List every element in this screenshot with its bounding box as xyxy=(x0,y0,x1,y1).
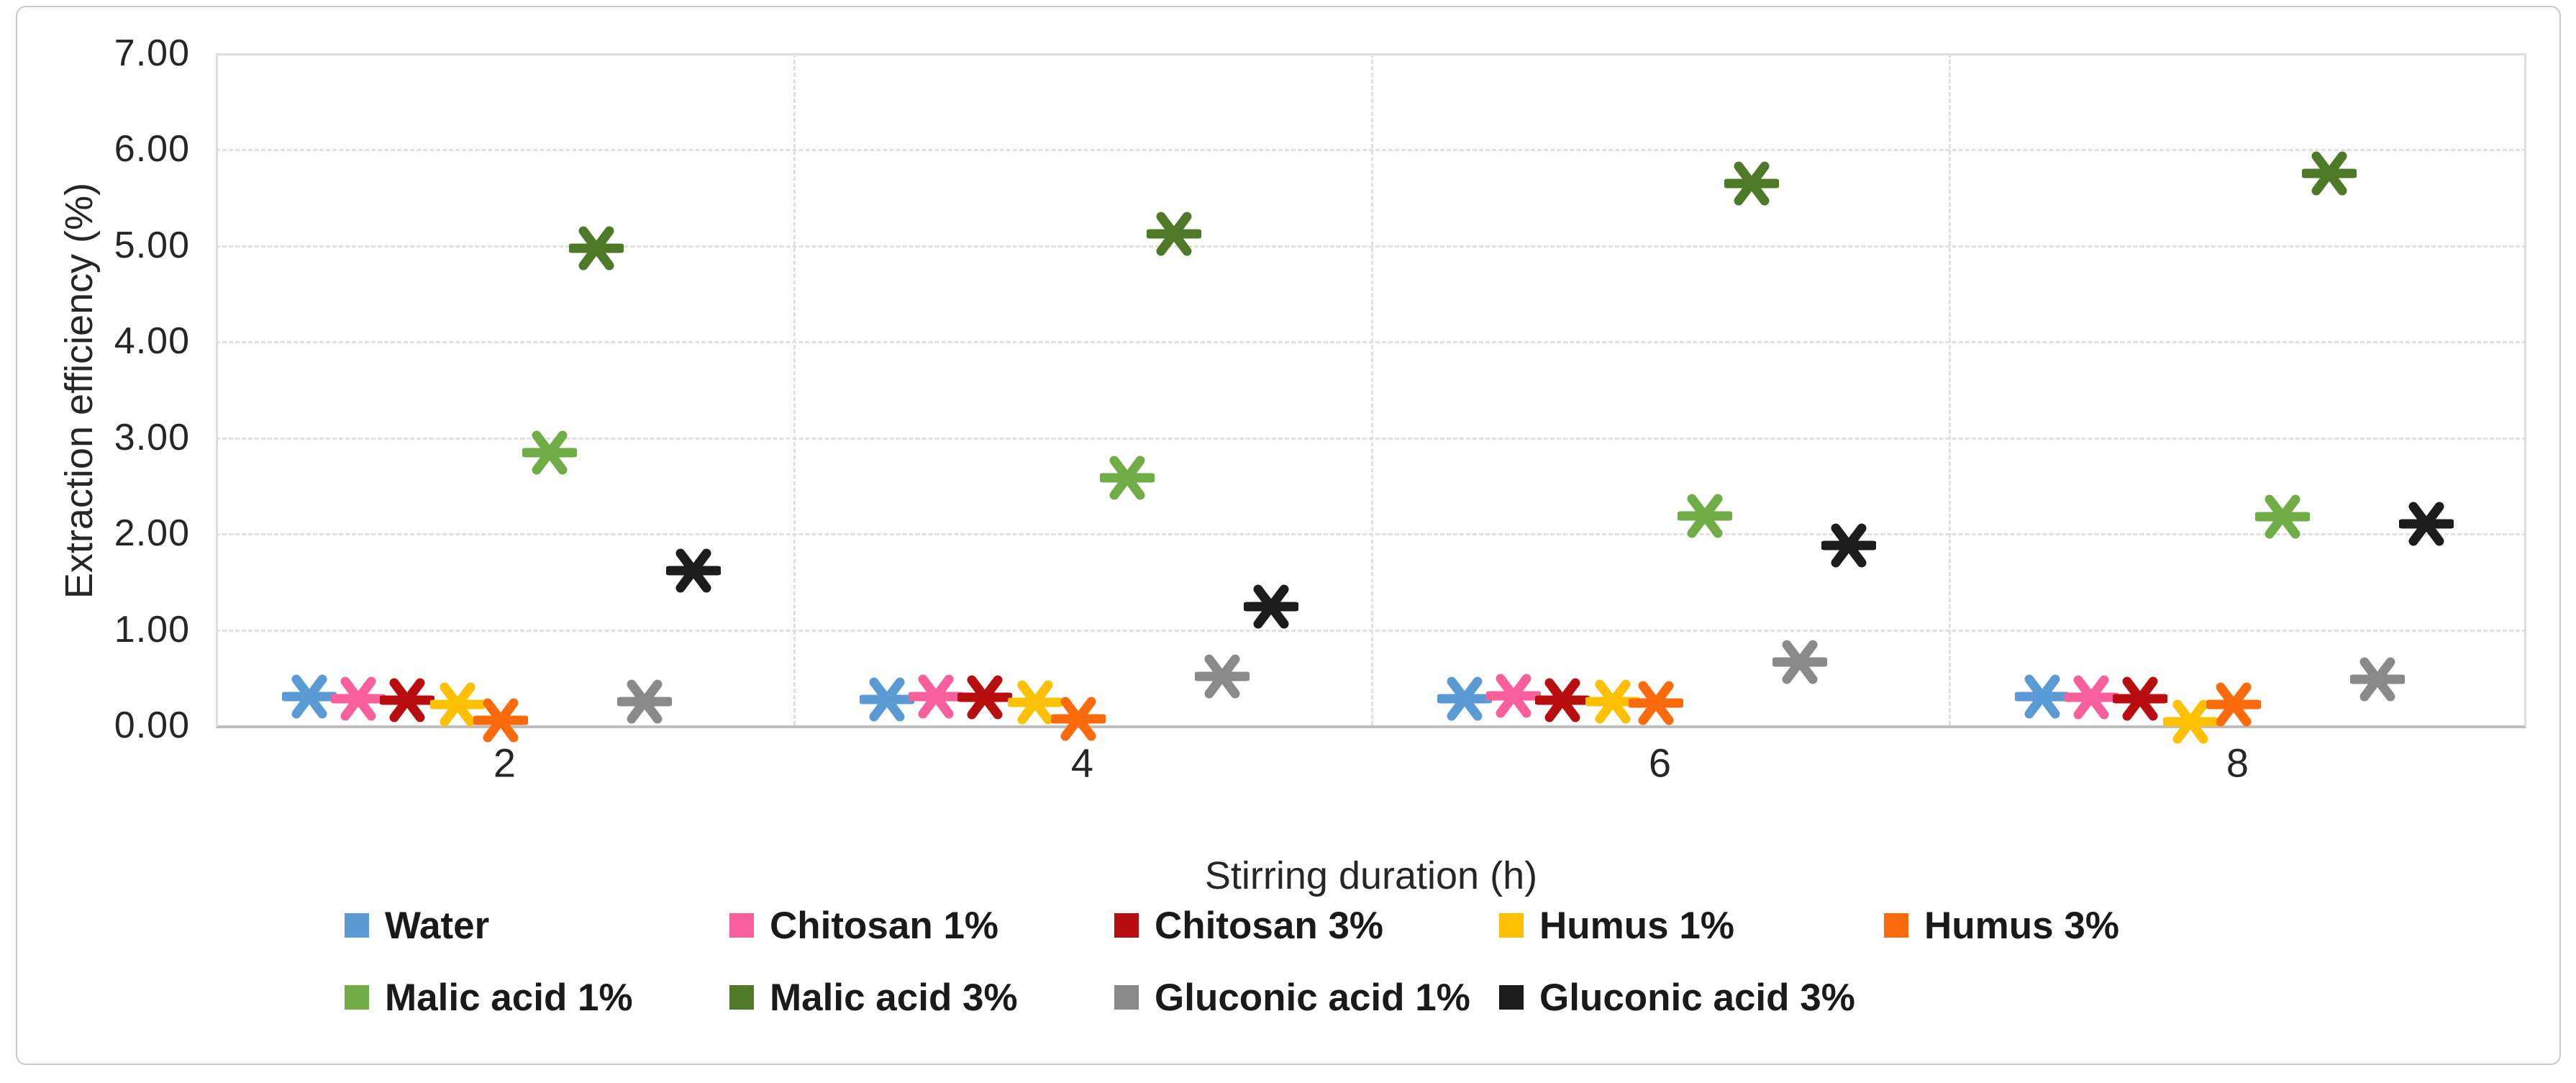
legend-item: Humus 3% xyxy=(1884,904,2119,947)
legend-swatch xyxy=(1114,985,1139,1010)
legend-label: Chitosan 1% xyxy=(770,904,999,947)
legend-label: Malic acid 3% xyxy=(770,976,1018,1019)
legend-label: Gluconic acid 1% xyxy=(1155,976,1470,1019)
y-tick-label: 2.00 xyxy=(114,512,190,555)
data-point-marker xyxy=(280,674,339,719)
data-point-marker xyxy=(329,676,388,721)
panel-separator xyxy=(1371,53,1373,725)
data-point-marker xyxy=(567,226,626,271)
chart-figure: Extraction efficiency (%) Stirring durat… xyxy=(16,6,2561,1065)
legend-item: Malic acid 3% xyxy=(729,976,1018,1019)
data-point-marker xyxy=(955,675,1014,720)
legend-swatch xyxy=(1114,913,1139,938)
legend-swatch xyxy=(729,985,754,1010)
data-point-marker xyxy=(1098,456,1157,500)
data-point-marker xyxy=(1193,654,1252,699)
y-tick-label: 7.00 xyxy=(114,32,190,74)
legend-swatch xyxy=(1499,985,1524,1010)
y-tick-label: 1.00 xyxy=(114,608,190,651)
data-point-marker xyxy=(1770,640,1829,684)
data-point-marker xyxy=(2300,151,2359,196)
y-tick-label: 4.00 xyxy=(114,320,190,363)
data-point-marker xyxy=(1049,697,1108,741)
x-tick-label: 2 xyxy=(493,740,516,786)
y-tick-label: 0.00 xyxy=(114,704,190,746)
y-tick-label: 6.00 xyxy=(114,128,190,171)
data-point-marker xyxy=(615,679,674,724)
data-point-marker xyxy=(1722,161,1781,206)
data-point-marker xyxy=(857,677,916,722)
data-point-marker xyxy=(2204,682,2263,727)
data-point-marker xyxy=(2111,676,2170,721)
data-point-marker xyxy=(1626,681,1685,725)
data-point-marker xyxy=(1819,523,1878,568)
panel-separator xyxy=(1949,53,1951,725)
x-axis-title: Stirring duration (h) xyxy=(1204,854,1538,897)
legend-swatch xyxy=(345,985,369,1010)
data-point-marker xyxy=(2013,674,2072,719)
data-point-marker xyxy=(1435,676,1494,721)
legend-item: Gluconic acid 1% xyxy=(1114,976,1470,1019)
data-point-marker xyxy=(2253,494,2312,539)
data-point-marker xyxy=(906,674,965,719)
y-tick-label: 5.00 xyxy=(114,224,190,266)
legend-label: Humus 3% xyxy=(1924,904,2119,947)
data-point-marker xyxy=(428,682,487,727)
data-point-marker xyxy=(1006,680,1065,725)
data-point-marker xyxy=(471,698,530,743)
data-point-marker xyxy=(1675,494,1734,538)
legend-swatch xyxy=(729,913,754,938)
data-point-marker xyxy=(520,430,579,475)
legend-label: Humus 1% xyxy=(1539,904,1734,947)
legend-swatch xyxy=(1884,913,1908,938)
data-point-marker xyxy=(1484,674,1543,718)
legend-swatch xyxy=(345,913,369,938)
data-point-marker xyxy=(2161,699,2220,744)
legend-item: Water xyxy=(345,904,489,947)
legend-item: Gluconic acid 3% xyxy=(1499,976,1855,1019)
legend-label: Chitosan 3% xyxy=(1155,904,1384,947)
legend-swatch xyxy=(1499,913,1524,938)
legend-item: Chitosan 1% xyxy=(729,904,998,947)
data-point-marker xyxy=(2348,657,2407,702)
legend-item: Chitosan 3% xyxy=(1114,904,1383,947)
data-point-marker xyxy=(1533,678,1592,722)
legend-item: Humus 1% xyxy=(1499,904,1734,947)
data-point-marker xyxy=(378,678,437,722)
x-tick-label: 8 xyxy=(2226,740,2249,786)
data-point-marker xyxy=(1242,584,1301,629)
data-point-marker xyxy=(2062,675,2121,720)
y-tick-label: 3.00 xyxy=(114,416,190,458)
panel-separator xyxy=(793,53,796,725)
legend-item: Malic acid 1% xyxy=(345,976,633,1019)
data-point-marker xyxy=(664,548,723,593)
x-tick-label: 6 xyxy=(1648,740,1672,786)
legend-label: Malic acid 1% xyxy=(385,976,633,1019)
data-point-marker xyxy=(2397,502,2456,546)
legend-label: Gluconic acid 3% xyxy=(1539,976,1855,1019)
x-tick-label: 4 xyxy=(1070,740,1094,786)
legend-label: Water xyxy=(385,904,490,947)
data-point-marker xyxy=(1144,212,1203,256)
